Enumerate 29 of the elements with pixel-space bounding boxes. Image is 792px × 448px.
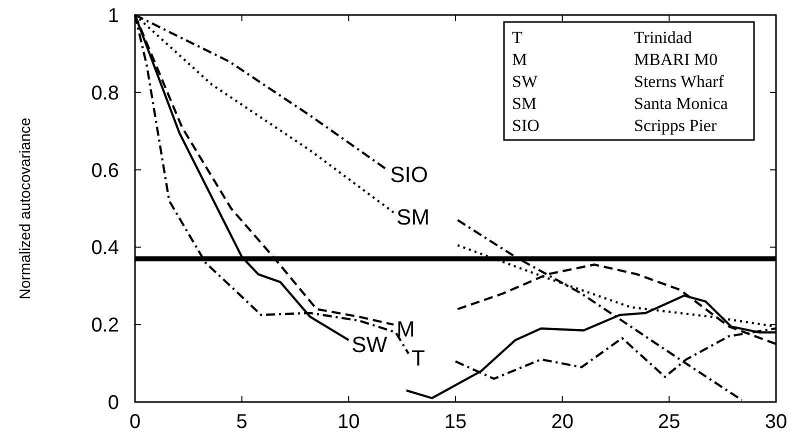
series-label: SIO: [390, 162, 428, 187]
y-tick-label: 0.8: [91, 82, 119, 104]
series-label: T: [411, 346, 425, 371]
y-tick-label: 0.4: [91, 237, 119, 260]
x-tick-label: 5: [236, 411, 248, 433]
text: SIO: [512, 116, 540, 135]
x-tick-label: 10: [338, 411, 360, 433]
y-tick-label: 1: [108, 5, 119, 27]
series-label: SW: [352, 332, 388, 358]
annotation: MBARI M0: [634, 50, 718, 69]
annotation: Trinidad: [634, 28, 692, 47]
annotation: Sterns Wharf: [634, 72, 724, 91]
y-tick-label: 0: [108, 392, 119, 414]
y-tick-label: 0.2: [91, 314, 119, 337]
x-tick-label: 25: [658, 411, 680, 433]
y-tick-label: 0.6: [91, 160, 119, 182]
x-tick-label: 0: [129, 411, 141, 433]
x-tick-label: 20: [551, 411, 574, 433]
series-label: M: [396, 316, 415, 342]
text: SW: [512, 72, 538, 91]
text: SM: [512, 94, 537, 113]
y-axis-title: Normalized autocovariance: [17, 118, 34, 300]
text: T: [512, 28, 522, 47]
series-label: SM: [396, 204, 430, 230]
annotation: Scripps Pier: [634, 116, 717, 135]
text: M: [512, 50, 528, 69]
annotation: Santa Monica: [634, 94, 728, 113]
x-tick-label: 15: [444, 411, 467, 433]
x-tick-label: 30: [764, 411, 788, 433]
